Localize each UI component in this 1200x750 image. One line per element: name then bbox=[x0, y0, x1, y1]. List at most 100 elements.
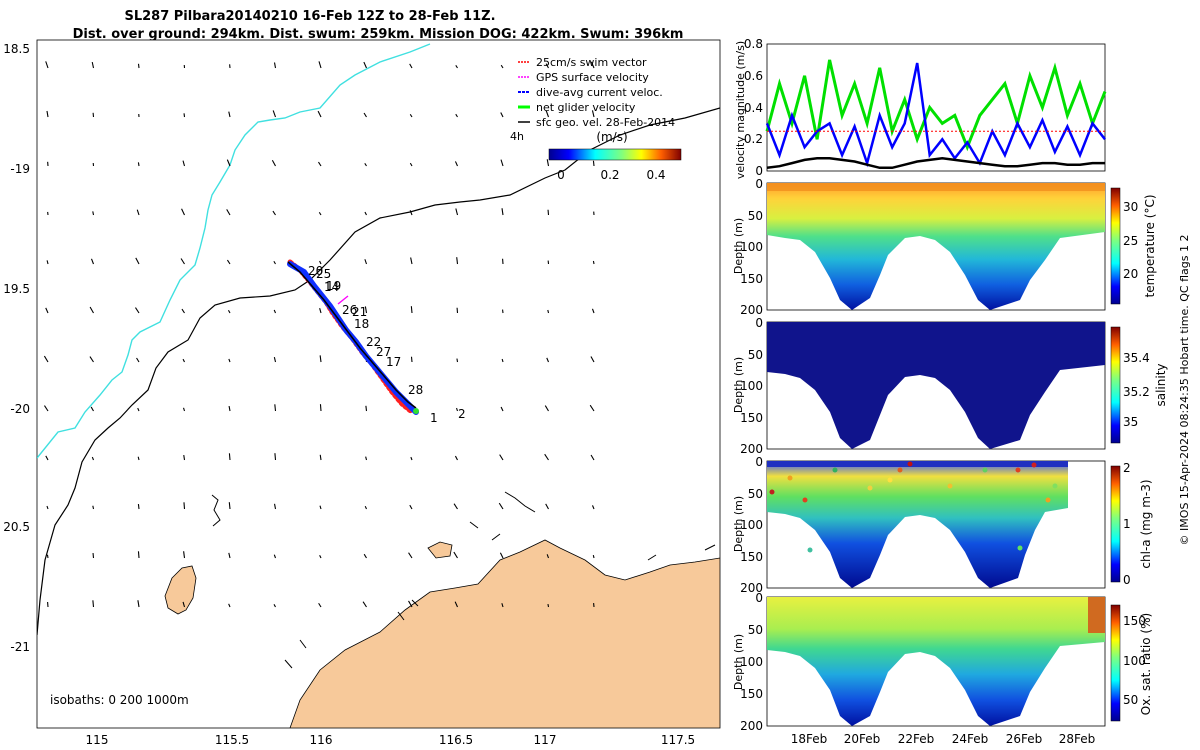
velocity-arrow bbox=[546, 159, 550, 167]
velocity-arrow bbox=[364, 163, 367, 167]
map-y-ticks: 18.5 -19 19.5 -20 20.5 -21 bbox=[3, 42, 30, 654]
chlorophyll-sample-dot bbox=[947, 483, 953, 489]
map-x-ticks: 115 115.5 116 116.5 117 117.5 bbox=[86, 733, 696, 747]
track-point-label: 21 bbox=[352, 305, 367, 319]
velocity-arrow bbox=[364, 211, 367, 216]
velocity-arrow bbox=[318, 602, 322, 608]
date-x-tick: 18Feb bbox=[791, 732, 828, 746]
velocity-series-line bbox=[765, 59, 1107, 152]
velocity-arrow bbox=[46, 260, 49, 265]
island-small-land bbox=[427, 541, 453, 559]
velocity-arrow bbox=[364, 306, 368, 314]
velocity-arrow bbox=[544, 453, 549, 461]
glider-track-black bbox=[287, 261, 417, 409]
map-y-tick: 19.5 bbox=[3, 282, 30, 296]
track-point-label: 14 bbox=[324, 280, 339, 294]
temperature-y-tick: 100 bbox=[740, 240, 763, 254]
velocity-arrow bbox=[589, 404, 595, 412]
velocity-arrow bbox=[410, 306, 413, 314]
velocity-arrow bbox=[228, 603, 231, 608]
vel-y-tick: 0.4 bbox=[744, 101, 763, 115]
shelf-isobath-line bbox=[37, 43, 431, 459]
chlorophyll-sample-dot bbox=[1015, 467, 1021, 473]
velocity-arrow bbox=[454, 455, 458, 461]
velocity-arrow bbox=[183, 454, 186, 461]
map-x-tick: 116.5 bbox=[439, 733, 473, 747]
salinity-y-tick: 150 bbox=[740, 411, 763, 425]
temperature-surface-layer bbox=[767, 183, 1105, 191]
figure-title-line2: Dist. over ground: 294km. Dist. swum: 25… bbox=[73, 27, 684, 42]
velocity-arrow bbox=[90, 406, 94, 412]
track-point-label: 1 bbox=[430, 411, 438, 425]
velocity-arrow bbox=[590, 61, 595, 69]
track-point-label: 28 bbox=[408, 383, 423, 397]
chlorophyll-colorbar-label: chl-a (mg m-3) bbox=[1139, 479, 1153, 568]
temperature-colorbar bbox=[1110, 187, 1121, 305]
velocity-arrow bbox=[365, 405, 368, 412]
velocity-arrow bbox=[135, 257, 140, 265]
velocity-arrow bbox=[591, 110, 595, 118]
map-x-tick: 115 bbox=[86, 733, 109, 747]
chlorophyll-sample-dot bbox=[907, 461, 913, 467]
chlorophyll-sample-dot bbox=[897, 467, 903, 473]
velocity-arrow bbox=[592, 554, 595, 559]
velocity-arrow bbox=[181, 308, 185, 314]
track-point-label: 27 bbox=[376, 345, 391, 359]
salinity-colorbar-tick: 35 bbox=[1123, 415, 1138, 429]
glider-start-marker bbox=[413, 408, 419, 414]
salinity-y-tick: 0 bbox=[755, 316, 763, 330]
chlorophyll-sample-dot bbox=[769, 489, 775, 495]
velocity-arrow bbox=[454, 601, 459, 608]
velocity-arrow bbox=[363, 112, 367, 118]
velocity-arrow bbox=[318, 212, 322, 216]
velocity-series-line bbox=[765, 62, 1106, 168]
velocity-arrow bbox=[182, 407, 186, 412]
oxygen-y-tick: 0 bbox=[755, 591, 763, 605]
salinity-colorbar-label: salinity bbox=[1154, 363, 1168, 406]
chlorophyll-y-tick: 50 bbox=[748, 487, 763, 501]
mainland-land bbox=[289, 539, 720, 728]
velocity-arrow bbox=[182, 358, 185, 363]
velocity-arrow bbox=[272, 110, 277, 118]
coast-islets bbox=[211, 491, 716, 669]
vel-y-tick: 0.8 bbox=[744, 37, 763, 51]
oxygen-high-patch bbox=[1088, 597, 1105, 633]
velocity-arrow bbox=[137, 503, 140, 510]
salinity-y-tick: 50 bbox=[748, 348, 763, 362]
velocity-arrow bbox=[545, 503, 549, 510]
velocity-arrow bbox=[500, 406, 504, 412]
velocity-arrow bbox=[545, 63, 549, 69]
velocity-series-line bbox=[766, 157, 1105, 170]
velocity-arrow bbox=[46, 505, 49, 510]
oxygen-colorbar-tick: 50 bbox=[1123, 693, 1138, 707]
velocity-arrow bbox=[183, 502, 186, 510]
velocity-arrow bbox=[592, 160, 595, 167]
velocity-arrow bbox=[274, 453, 277, 461]
map-x-tick: 116 bbox=[310, 733, 333, 747]
velocity-arrow bbox=[318, 161, 322, 167]
velocity-arrow bbox=[274, 404, 277, 412]
chlorophyll-sample-dot bbox=[1017, 545, 1023, 551]
velocity-arrow bbox=[319, 260, 322, 265]
track-point-label: 25 bbox=[316, 267, 331, 281]
velocity-arrow bbox=[544, 405, 549, 412]
velocity-arrow bbox=[319, 355, 322, 363]
velocity-arrow bbox=[319, 308, 322, 314]
colorbar-tick: 0 bbox=[557, 168, 565, 182]
legend-label: dive-avg current veloc. bbox=[536, 86, 663, 99]
temperature-ylabel: Depth (m) bbox=[732, 218, 745, 274]
deep-isobath-line bbox=[37, 107, 720, 636]
vel-y-tick: 0 bbox=[755, 164, 763, 178]
velocity-arrow bbox=[319, 404, 322, 412]
map-x-tick: 115.5 bbox=[215, 733, 249, 747]
date-x-tick: 20Feb bbox=[844, 732, 881, 746]
figure-title-line1: SL287 Pilbara20140210 16-Feb 12Z to 28-F… bbox=[124, 9, 495, 24]
velocity-arrow bbox=[547, 603, 550, 608]
velocity-arrow bbox=[545, 110, 550, 118]
velocity-arrow bbox=[501, 603, 504, 608]
velocity-arrow bbox=[591, 505, 595, 510]
colorbar-unit: (m/s) bbox=[596, 130, 627, 144]
velocity-arrow bbox=[273, 604, 276, 608]
track-point-label: 19 bbox=[326, 279, 341, 293]
